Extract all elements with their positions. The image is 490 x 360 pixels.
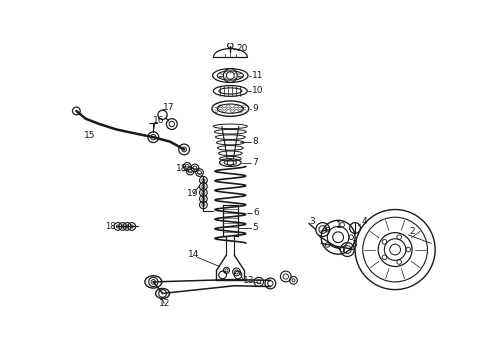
- Text: 4: 4: [361, 217, 367, 226]
- Text: 2: 2: [409, 228, 415, 237]
- Text: 1: 1: [336, 221, 342, 230]
- Text: 18: 18: [105, 222, 116, 231]
- Text: 14: 14: [188, 251, 199, 260]
- Text: 13: 13: [244, 276, 255, 285]
- Text: 20: 20: [237, 44, 248, 53]
- Text: 8: 8: [252, 137, 258, 146]
- Text: 19: 19: [187, 189, 199, 198]
- Text: 3: 3: [351, 240, 357, 249]
- Text: 9: 9: [252, 104, 258, 113]
- Text: 12: 12: [159, 299, 170, 308]
- Text: 10: 10: [252, 86, 264, 95]
- Text: 11: 11: [252, 71, 264, 80]
- Text: 6: 6: [253, 208, 259, 217]
- Text: 15: 15: [84, 131, 96, 140]
- Text: 18: 18: [176, 164, 188, 173]
- Text: 17: 17: [163, 103, 174, 112]
- Text: 16: 16: [153, 116, 165, 125]
- Text: 5: 5: [252, 224, 258, 233]
- Text: 7: 7: [252, 158, 258, 167]
- Text: 3: 3: [309, 217, 315, 226]
